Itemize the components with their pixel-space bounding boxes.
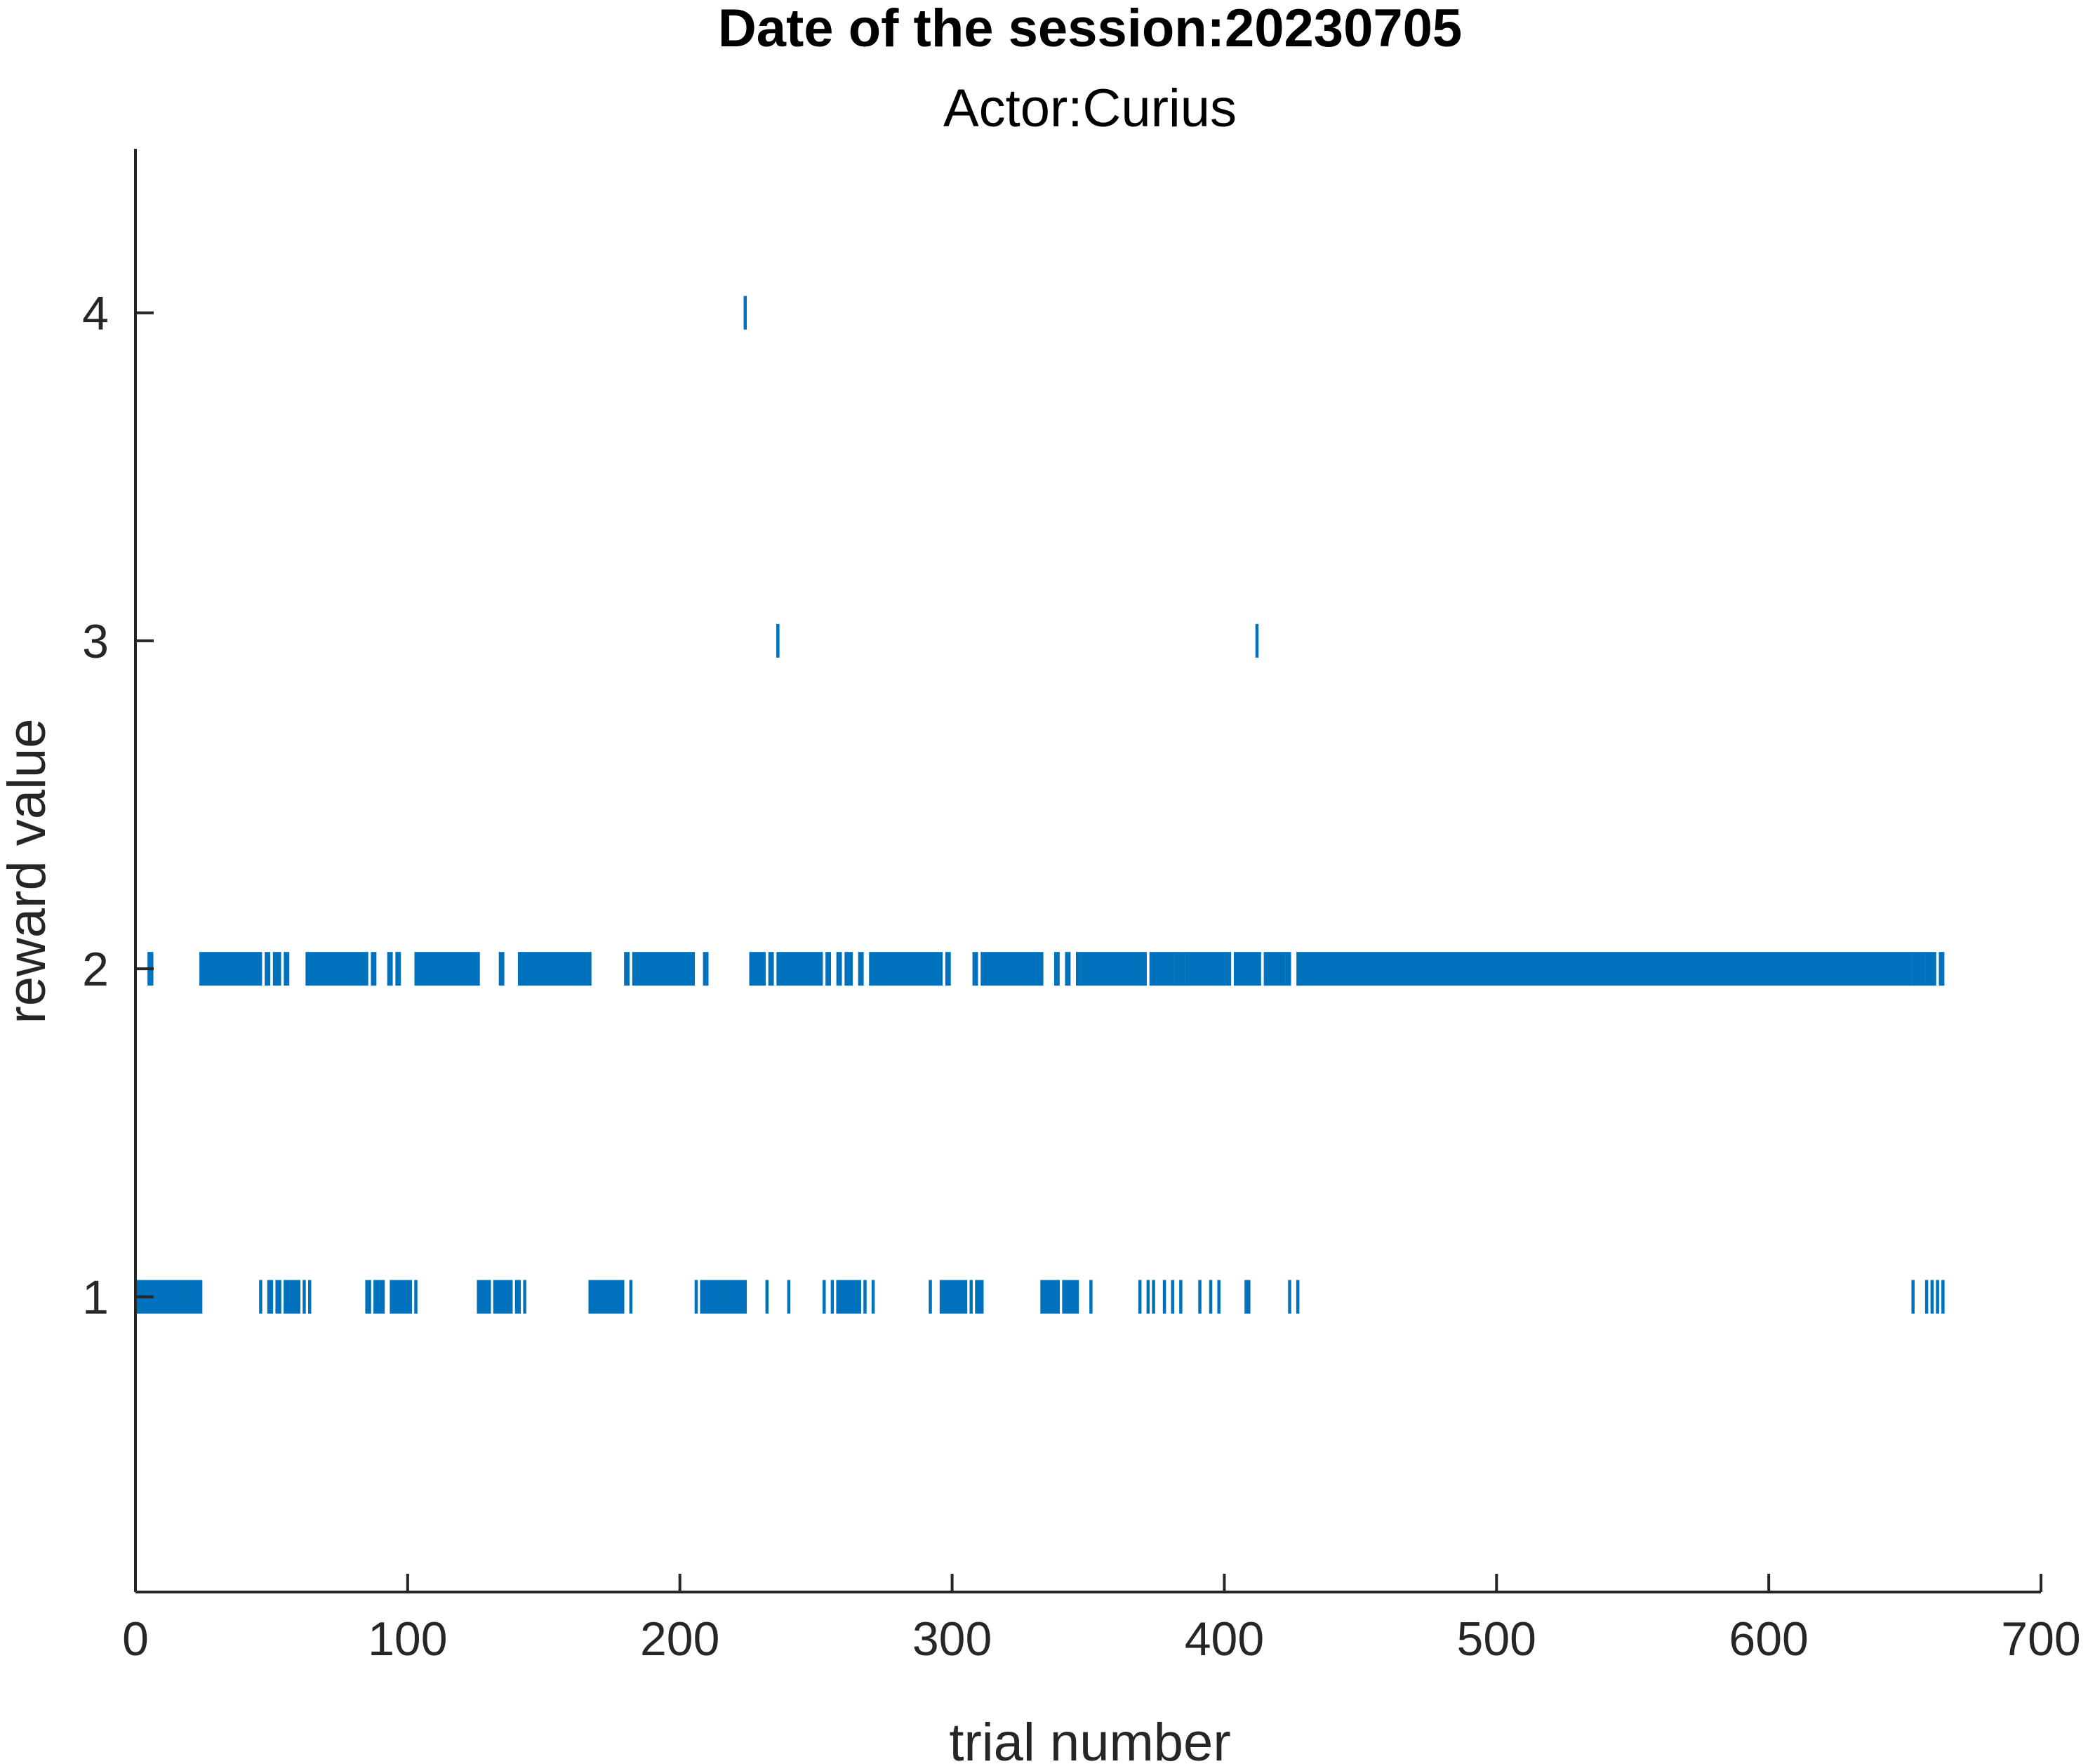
- data-point-run: [1075, 952, 1082, 986]
- data-point-run: [517, 952, 592, 986]
- data-point-run: [1053, 952, 1060, 986]
- data-point-run: [1911, 952, 1926, 986]
- data-point-run: [272, 952, 281, 986]
- data-point-run: [749, 952, 766, 986]
- data-point-run: [1925, 952, 1936, 986]
- data-point-run: [1263, 952, 1286, 986]
- data-point-run: [1225, 952, 1232, 986]
- data-point-run: [1233, 952, 1256, 986]
- data-point-run: [825, 952, 832, 986]
- x-tick-label: 700: [2001, 1612, 2080, 1666]
- data-point-run: [1173, 952, 1180, 986]
- data-point-run: [632, 952, 696, 986]
- data-point-run: [1285, 952, 1291, 986]
- data-point-run: [1255, 952, 1261, 986]
- x-tick-label: 400: [1185, 1612, 1264, 1666]
- data-point-run: [703, 952, 709, 986]
- data-point-run: [844, 952, 853, 986]
- data-point-run: [498, 952, 505, 986]
- data-point-run: [972, 952, 978, 986]
- data-point-run: [776, 952, 823, 986]
- data-point-run: [395, 952, 401, 986]
- data-point-run: [1179, 952, 1185, 986]
- y-axis-ticks: 1 2 3 4: [82, 287, 154, 1324]
- data-point-run: [265, 952, 271, 986]
- y-tick-label: 3: [82, 615, 109, 668]
- y-axis-label: reward value: [0, 718, 57, 1023]
- data-point-run: [980, 952, 1044, 986]
- x-tick-label: 300: [912, 1612, 992, 1666]
- data-point-run: [768, 952, 774, 986]
- data-point-run: [945, 952, 951, 986]
- x-tick-label: 500: [1457, 1612, 1536, 1666]
- data-point-run: [305, 952, 368, 986]
- data-point-run: [371, 952, 377, 986]
- y-tick-label: 1: [82, 1271, 109, 1324]
- chart-title: Date of the session:20230705: [718, 0, 1462, 58]
- x-tick-label: 0: [122, 1612, 149, 1666]
- x-tick-label: 600: [1729, 1612, 1808, 1666]
- data-point-run: [1296, 952, 1912, 986]
- y-tick-label: 2: [82, 943, 109, 996]
- data-point-run: [1141, 952, 1147, 986]
- data-point-run: [387, 952, 393, 986]
- y-tick-label: 4: [82, 287, 109, 340]
- data-point-run: [284, 952, 290, 986]
- data-point-run: [1185, 952, 1226, 986]
- data-point-run: [869, 952, 943, 986]
- data-point-run: [199, 952, 262, 986]
- data-point-run: [1939, 952, 1945, 986]
- data-point-run: [1065, 952, 1071, 986]
- x-axis-label: trial number: [949, 1713, 1230, 1764]
- data-point-run: [624, 952, 630, 986]
- chart-subtitle: Actor:Curius: [943, 79, 1237, 138]
- plot-marks: [136, 296, 1945, 1314]
- x-tick-label: 200: [640, 1612, 719, 1666]
- data-point-run: [1155, 952, 1174, 986]
- data-point-run: [414, 952, 480, 986]
- x-axis-ticks: 0 100 200 300 400 500 600 700: [122, 1574, 2081, 1666]
- data-point-run: [1149, 952, 1155, 986]
- x-tick-label: 100: [368, 1612, 447, 1666]
- data-point-run: [836, 952, 842, 986]
- data-point-run: [858, 952, 864, 986]
- data-point-run: [1081, 952, 1142, 986]
